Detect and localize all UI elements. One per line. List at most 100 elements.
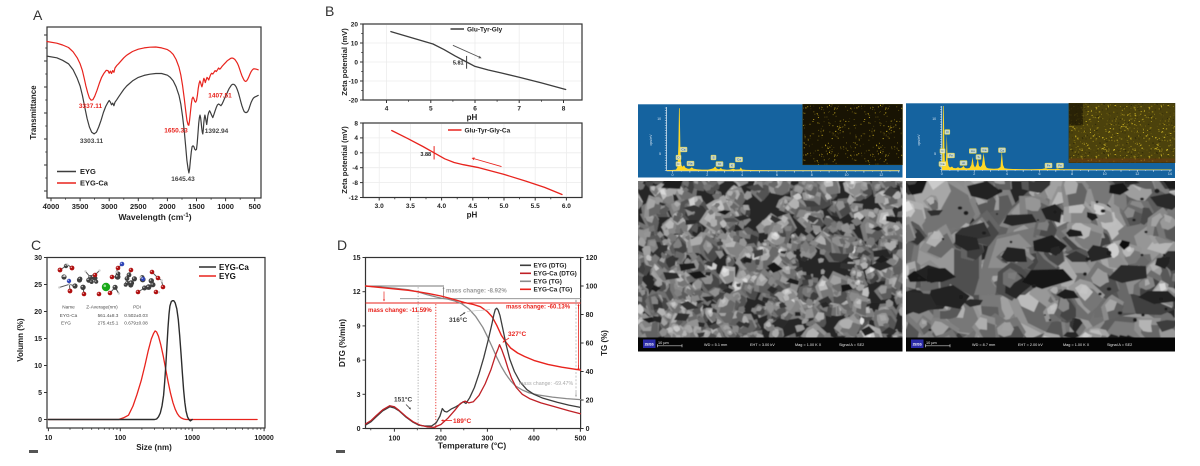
svg-text:S: S (977, 155, 979, 159)
svg-text:3.88: 3.88 (420, 152, 431, 158)
svg-text:ZEISS: ZEISS (645, 343, 654, 347)
svg-text:151°C: 151°C (394, 396, 412, 404)
svg-text:Zeta potential (mV): Zeta potential (mV) (340, 126, 349, 194)
svg-text:EYG-Ca: EYG-Ca (80, 179, 109, 188)
svg-text:7: 7 (517, 106, 521, 113)
svg-text:10000: 10000 (254, 435, 274, 442)
svg-text:6.0: 6.0 (562, 203, 571, 210)
svg-text:C: C (941, 149, 944, 153)
svg-text:12: 12 (353, 289, 361, 296)
svg-text:4.5: 4.5 (468, 203, 477, 210)
svg-text:5: 5 (934, 152, 936, 156)
svg-text:Ca: Ca (737, 158, 741, 162)
svg-text:0: 0 (941, 172, 943, 176)
svg-text:Ca: Ca (941, 162, 945, 166)
svg-text:327°C: 327°C (508, 330, 526, 338)
svg-text:6: 6 (1039, 172, 1041, 176)
svg-text:-12: -12 (349, 195, 359, 202)
svg-text:EYG-Ca: EYG-Ca (219, 263, 249, 272)
svg-text:10: 10 (932, 117, 936, 121)
svg-text:Temperature (°C): Temperature (°C) (438, 441, 507, 451)
svg-text:9: 9 (357, 323, 361, 330)
svg-text:14: 14 (1168, 172, 1172, 176)
svg-text:-4: -4 (352, 165, 358, 172)
svg-text:EYG (TG): EYG (TG) (534, 279, 562, 286)
svg-text:8: 8 (1071, 172, 1073, 176)
svg-text:-8: -8 (352, 180, 358, 187)
svg-text:3337.11: 3337.11 (79, 103, 103, 110)
svg-text:Au: Au (971, 149, 975, 153)
svg-text:EYG-Ca (TG): EYG-Ca (TG) (534, 287, 573, 294)
svg-text:mass change: -8.92%: mass change: -8.92% (446, 289, 507, 295)
svg-text:ZEISS: ZEISS (913, 343, 922, 347)
svg-text:mass change: -69.47%: mass change: -69.47% (519, 381, 573, 387)
svg-text:Mag = 1.00 K X: Mag = 1.00 K X (795, 343, 822, 347)
svg-text:EHT = 2.00 kV: EHT = 2.00 kV (1018, 343, 1043, 347)
svg-text:15: 15 (34, 336, 42, 343)
svg-text:10: 10 (657, 117, 661, 121)
svg-text:4: 4 (1006, 172, 1008, 176)
svg-text:-20: -20 (349, 97, 359, 104)
svg-text:TG (%): TG (%) (600, 330, 609, 356)
svg-text:189°C: 189°C (453, 417, 471, 425)
svg-text:12: 12 (1135, 172, 1139, 176)
svg-text:8: 8 (562, 106, 566, 113)
svg-text:8: 8 (354, 120, 358, 127)
svg-text:0: 0 (354, 59, 358, 66)
svg-text:S: S (712, 156, 714, 160)
svg-text:5.0: 5.0 (499, 203, 508, 210)
svg-text:Zeta potential (mV): Zeta potential (mV) (340, 28, 349, 96)
svg-text:60: 60 (586, 341, 594, 348)
svg-text:2: 2 (973, 172, 975, 176)
svg-text:2500: 2500 (130, 202, 147, 211)
svg-text:0.502±0.03: 0.502±0.03 (124, 313, 148, 318)
svg-text:500: 500 (248, 202, 261, 211)
svg-text:4: 4 (354, 135, 358, 142)
svg-text:6: 6 (776, 173, 778, 177)
svg-text:4: 4 (385, 106, 389, 113)
svg-text:2000: 2000 (159, 202, 176, 211)
svg-text:D: D (337, 237, 347, 253)
svg-text:Mag = 1.00 K X: Mag = 1.00 K X (1063, 343, 1090, 347)
svg-text:30: 30 (34, 255, 42, 262)
svg-text:Glu-Tyr-Gly-Ca: Glu-Tyr-Gly-Ca (465, 128, 511, 135)
svg-text:Signal A = SE2: Signal A = SE2 (839, 343, 864, 347)
svg-text:Fe: Fe (1058, 164, 1062, 168)
svg-text:3303.11: 3303.11 (80, 138, 104, 145)
svg-text:cps/eV: cps/eV (649, 134, 653, 146)
svg-text:3.0: 3.0 (375, 203, 384, 210)
svg-text:400: 400 (528, 436, 540, 443)
svg-text:4.0: 4.0 (437, 203, 446, 210)
svg-text:100: 100 (389, 436, 401, 443)
svg-text:Fe: Fe (1047, 164, 1051, 168)
svg-text:mass change: -11.59%: mass change: -11.59% (368, 308, 432, 314)
svg-text:5.81: 5.81 (453, 60, 464, 66)
svg-text:0: 0 (38, 417, 42, 424)
svg-text:6: 6 (473, 106, 477, 113)
svg-text:PDI: PDI (133, 305, 141, 310)
svg-text:20: 20 (586, 398, 594, 405)
svg-text:4: 4 (741, 173, 743, 177)
svg-text:120: 120 (586, 255, 598, 262)
svg-text:25: 25 (34, 282, 42, 289)
svg-text:100: 100 (114, 435, 126, 442)
svg-text:561.4±8.3: 561.4±8.3 (98, 313, 119, 318)
svg-text:275.4±5.1: 275.4±5.1 (98, 321, 119, 326)
svg-text:pH: pH (467, 113, 478, 122)
svg-text:1392.94: 1392.94 (205, 128, 229, 135)
svg-text:80: 80 (586, 312, 594, 319)
svg-text:0.679±0.08: 0.679±0.08 (124, 321, 148, 326)
svg-text:0: 0 (586, 426, 590, 433)
svg-text:A: A (33, 7, 43, 23)
svg-text:12: 12 (879, 173, 883, 177)
svg-text:Z-Average(nm): Z-Average(nm) (86, 305, 118, 310)
svg-text:100: 100 (586, 284, 598, 291)
svg-text:300: 300 (482, 436, 494, 443)
svg-text:1000: 1000 (217, 202, 234, 211)
svg-text:EYG: EYG (61, 321, 71, 326)
svg-text:6: 6 (357, 358, 361, 365)
svg-text:O: O (946, 130, 949, 134)
svg-text:Cl: Cl (718, 162, 721, 166)
svg-text:10: 10 (45, 435, 53, 442)
svg-text:5: 5 (38, 390, 42, 397)
